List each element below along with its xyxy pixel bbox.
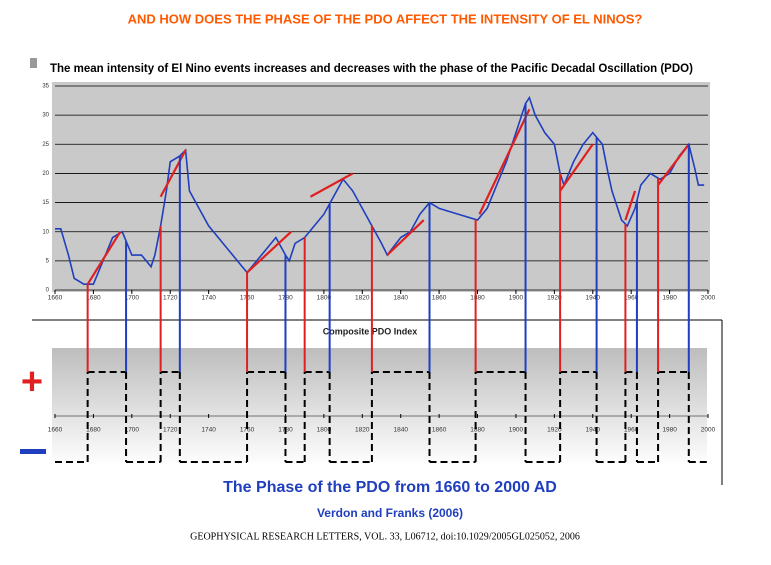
x-tick-label: 1740 — [201, 295, 216, 302]
x-tick-label: 1980 — [662, 427, 677, 434]
decoration — [30, 58, 37, 68]
x-tick-label: 1980 — [662, 295, 677, 302]
trend-line — [559, 143, 594, 192]
x-tick-label: 2000 — [701, 295, 716, 302]
x-tick-label: 1900 — [509, 427, 524, 434]
x-tick-label: 1800 — [317, 295, 332, 302]
x-tick-label: 1860 — [432, 427, 447, 434]
x-tick-label: 1740 — [201, 427, 216, 434]
x-tick-label: 1880 — [470, 295, 485, 302]
x-tick-label: 1820 — [355, 295, 370, 302]
x-tick-label: 1960 — [624, 427, 639, 434]
y-tick-label: 20 — [42, 171, 49, 177]
x-axis-label: Composite PDO Index — [323, 326, 418, 336]
x-tick-label: 1720 — [163, 427, 178, 434]
plus-sign: + — [21, 361, 43, 403]
y-tick-label: 30 — [42, 113, 49, 119]
x-tick-label: 1840 — [393, 427, 408, 434]
x-tick-label: 1840 — [393, 295, 408, 302]
minus-sign — [20, 449, 46, 454]
x-tick-label: 1940 — [586, 427, 601, 434]
y-tick-label: 10 — [42, 229, 49, 235]
trend-line — [657, 143, 690, 186]
trend-line — [309, 172, 354, 198]
x-tick-label: 1940 — [586, 295, 601, 302]
y-tick-label: 0 — [46, 288, 50, 294]
x-tick-label: 1660 — [48, 295, 63, 302]
x-tick-label: 1880 — [470, 427, 485, 434]
x-tick-label: 1720 — [163, 295, 178, 302]
x-tick-label: 1960 — [624, 295, 639, 302]
x-tick-label: 1760 — [240, 427, 255, 434]
x-tick-label: 1800 — [317, 427, 332, 434]
y-tick-label: 25 — [42, 142, 49, 148]
trend-line — [478, 108, 531, 215]
x-tick-label: 1820 — [355, 427, 370, 434]
x-tick-label: 1680 — [86, 427, 101, 434]
y-tick-label: 15 — [42, 200, 49, 206]
citation: GEOPHYSICAL RESEARCH LETTERS, VOL. 33, L… — [190, 531, 580, 542]
x-tick-label: 1860 — [432, 295, 447, 302]
trend-line — [159, 149, 187, 198]
x-tick-label: 1920 — [547, 295, 562, 302]
trend-line — [624, 190, 637, 221]
trend-line — [86, 231, 122, 285]
y-tick-label: 5 — [46, 258, 50, 264]
plot-background — [52, 82, 710, 292]
x-tick-label: 1660 — [48, 427, 63, 434]
author: Verdon and Franks (2006) — [317, 506, 463, 520]
x-tick-label: 1700 — [125, 295, 140, 302]
chart-title: The mean intensity of El Nino events inc… — [50, 63, 693, 75]
y-tick-label: 35 — [42, 84, 49, 90]
x-tick-label: 1700 — [125, 427, 140, 434]
x-tick-label: 1920 — [547, 427, 562, 434]
trend-line — [386, 219, 425, 256]
slide-title: AND HOW DOES THE PHASE OF THE PDO AFFECT… — [128, 11, 643, 26]
phase-background — [52, 348, 707, 466]
x-tick-label: 1680 — [86, 295, 101, 302]
x-tick-label: 1900 — [509, 295, 524, 302]
subtitle: The Phase of the PDO from 1660 to 2000 A… — [223, 479, 557, 496]
trend-line — [246, 230, 292, 274]
x-tick-label: 2000 — [701, 427, 716, 434]
